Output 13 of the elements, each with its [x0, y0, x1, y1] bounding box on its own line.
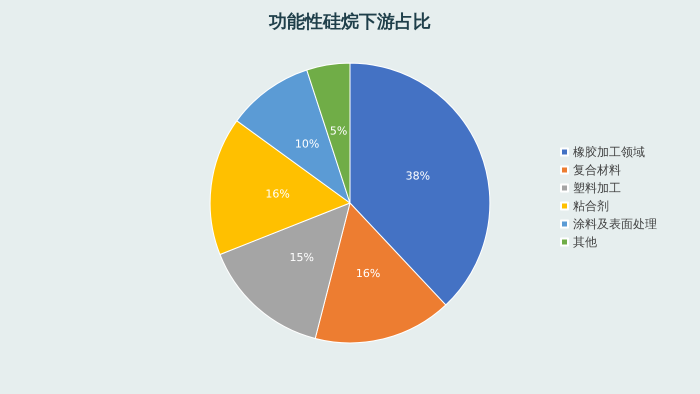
data-label: 16% [356, 267, 380, 280]
data-label: 16% [265, 187, 290, 200]
data-label: 5% [330, 124, 348, 138]
legend-label: 橡胶加工领域 [573, 145, 645, 159]
data-label: 15% [290, 251, 314, 264]
legend-label: 其他 [573, 235, 597, 249]
legend-label: 复合材料 [573, 163, 621, 177]
data-label: 10% [294, 137, 320, 150]
legend-label: 塑料加工 [573, 181, 621, 195]
legend-label: 粘合剂 [573, 199, 609, 213]
data-label: 38% [406, 170, 430, 183]
legend-label: 涂料及表面处理 [573, 217, 657, 231]
chart-title: 功能性硅烷下游占比 [268, 12, 431, 32]
